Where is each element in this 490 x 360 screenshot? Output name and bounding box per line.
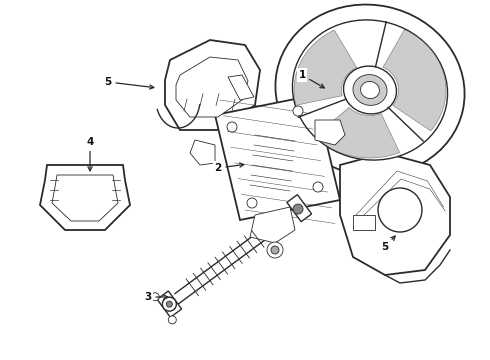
Text: 5: 5 (381, 236, 395, 252)
Text: 4: 4 (86, 137, 94, 171)
Circle shape (227, 122, 237, 132)
Polygon shape (157, 291, 182, 317)
Polygon shape (294, 30, 357, 105)
Circle shape (162, 297, 176, 311)
Polygon shape (315, 107, 400, 158)
Circle shape (313, 182, 323, 192)
Text: 5: 5 (104, 77, 154, 89)
Polygon shape (190, 140, 215, 165)
Polygon shape (315, 120, 345, 145)
Polygon shape (353, 215, 375, 230)
Text: 3: 3 (145, 292, 168, 302)
Polygon shape (40, 165, 130, 230)
Ellipse shape (275, 5, 465, 175)
Ellipse shape (343, 66, 396, 114)
Text: 1: 1 (298, 70, 324, 88)
Polygon shape (176, 57, 248, 117)
Ellipse shape (293, 20, 447, 160)
Polygon shape (250, 207, 295, 243)
Polygon shape (383, 30, 446, 131)
Circle shape (247, 198, 257, 208)
Circle shape (151, 293, 159, 301)
Ellipse shape (361, 81, 379, 99)
Circle shape (293, 106, 303, 116)
Polygon shape (228, 75, 254, 100)
Circle shape (293, 204, 303, 214)
Text: 2: 2 (215, 163, 244, 173)
Circle shape (168, 316, 176, 324)
Polygon shape (215, 95, 340, 220)
Ellipse shape (353, 75, 387, 105)
Circle shape (271, 246, 279, 254)
Polygon shape (340, 153, 450, 275)
Polygon shape (287, 195, 312, 222)
Circle shape (167, 301, 172, 307)
Circle shape (378, 188, 422, 232)
Circle shape (267, 242, 283, 258)
Polygon shape (165, 40, 260, 130)
Polygon shape (52, 175, 118, 221)
